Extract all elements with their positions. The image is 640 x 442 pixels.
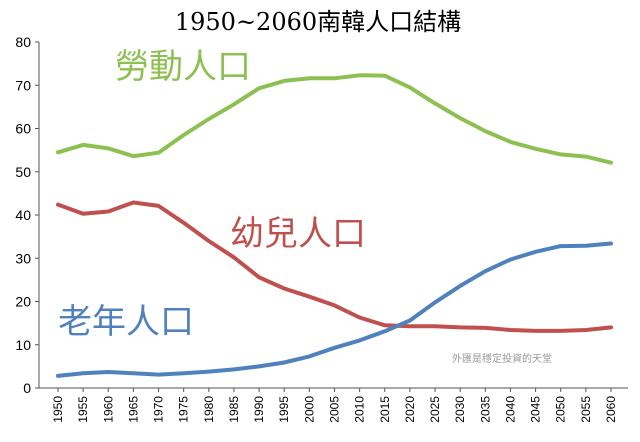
x-tick-label: 1990: [252, 396, 266, 423]
x-tick-label: 1960: [101, 396, 115, 423]
y-tick-label: 20: [15, 294, 31, 310]
x-tick-label: 2055: [579, 396, 593, 423]
x-tick-label: 1985: [227, 396, 241, 423]
x-tick-label: 2060: [604, 396, 618, 423]
y-tick-label: 0: [23, 380, 31, 396]
x-tick-label: 1955: [76, 396, 90, 423]
x-tick-label: 2005: [328, 396, 342, 423]
chart-title: 1950~2060南韓人口結構: [175, 8, 461, 36]
x-tick-label: 2020: [403, 396, 417, 423]
x-tick-label: 1995: [277, 396, 291, 423]
y-tick-label: 80: [15, 34, 31, 50]
x-tick-label: 2030: [453, 396, 467, 423]
x-tick-label: 2000: [302, 396, 316, 423]
y-tick-label: 70: [15, 77, 31, 93]
x-tick-label: 2040: [503, 396, 517, 423]
x-tick-label: 2010: [353, 396, 367, 423]
series-line-1: [56, 200, 613, 333]
series-label-labor: 勞動人口: [115, 47, 251, 87]
y-tick-label: 10: [15, 337, 31, 353]
x-ticks: 1950 1955 1960 1965 1970 1975 1980 1985 1990 1995…: [51, 388, 618, 423]
series-label-youth: 幼兒人口: [230, 214, 366, 254]
x-tick-label: 1980: [202, 396, 216, 423]
x-tick-label: 2050: [554, 396, 568, 423]
x-tick-label: 2025: [428, 396, 442, 423]
x-tick-label: 1970: [152, 396, 166, 423]
x-tick-label: 1965: [126, 396, 140, 423]
series-label-elderly: 老年人口: [58, 302, 194, 342]
y-tick-label: 60: [15, 121, 31, 137]
x-tick-label: 2035: [478, 396, 492, 423]
y-tick-label: 30: [15, 250, 31, 266]
watermark: 外匯是穩定投資的天堂: [452, 352, 552, 365]
series-lines: [56, 73, 613, 378]
y-ticks: 0 10 20 30 40 50 60 70 80: [15, 34, 39, 396]
x-tick-label: 2045: [529, 396, 543, 423]
y-tick-label: 50: [15, 164, 31, 180]
y-tick-label: 40: [15, 207, 31, 223]
series-line-2: [56, 241, 613, 378]
series-line-0: [56, 73, 613, 165]
x-tick-label: 1975: [177, 396, 191, 423]
x-tick-label: 1950: [51, 396, 65, 423]
x-tick-label: 2015: [378, 396, 392, 423]
